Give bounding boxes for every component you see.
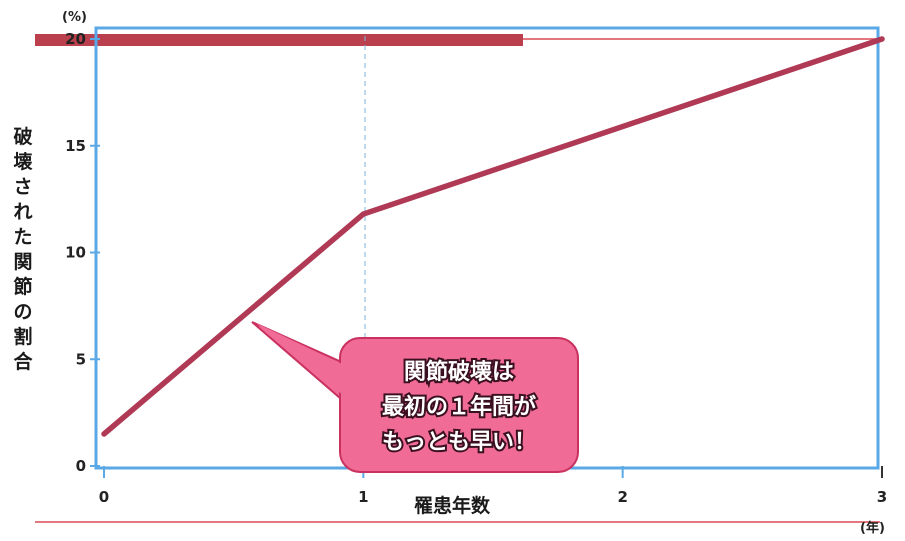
- y-axis-label-char: さ: [13, 176, 32, 198]
- x-unit-label: (年): [860, 520, 885, 536]
- callout-line-1: 関節破壊は: [404, 359, 514, 385]
- series-points: [101, 36, 885, 437]
- y-unit-label: (%): [62, 10, 87, 25]
- x-tick-label: 0: [99, 488, 109, 506]
- x-tick-label: 2: [617, 488, 627, 506]
- top-highlight-bar: [35, 34, 523, 46]
- data-point: [360, 211, 366, 217]
- y-axis-label-char: 節: [13, 275, 32, 298]
- y-tick-label: 20: [65, 30, 86, 48]
- annotation-callout: 関節破壊は 最初の１年間が もっとも早い！: [251, 321, 579, 473]
- y-axis-label-char: た: [13, 226, 32, 248]
- y-tick-label: 10: [65, 244, 86, 262]
- y-tick-label: 5: [76, 350, 86, 368]
- y-tick-label: 0: [76, 457, 86, 475]
- x-axis-label: 罹患年数: [414, 494, 491, 517]
- data-point: [101, 431, 107, 437]
- y-tick-label: 15: [65, 137, 86, 155]
- callout-box: [339, 337, 579, 473]
- y-axis: 0 5 10 15 20: [65, 30, 100, 475]
- callout-line-2: 最初の１年間が: [382, 394, 536, 420]
- y-axis-label-char: 関: [13, 251, 32, 273]
- x-tick-label: 1: [358, 488, 368, 506]
- data-point: [879, 36, 885, 42]
- y-axis-label-char: 壊: [13, 151, 33, 173]
- y-axis-label-char: 破: [13, 126, 32, 148]
- callout-pointer-fill: [256, 323, 346, 396]
- y-axis-label-char: れ: [13, 201, 32, 223]
- x-tick-label: 3: [877, 488, 887, 506]
- y-axis-label-char: 合: [13, 350, 33, 373]
- y-axis-label-char: 割: [13, 325, 32, 348]
- callout-line-3: もっとも早い！: [382, 430, 536, 455]
- y-axis-label-char: の: [13, 301, 32, 323]
